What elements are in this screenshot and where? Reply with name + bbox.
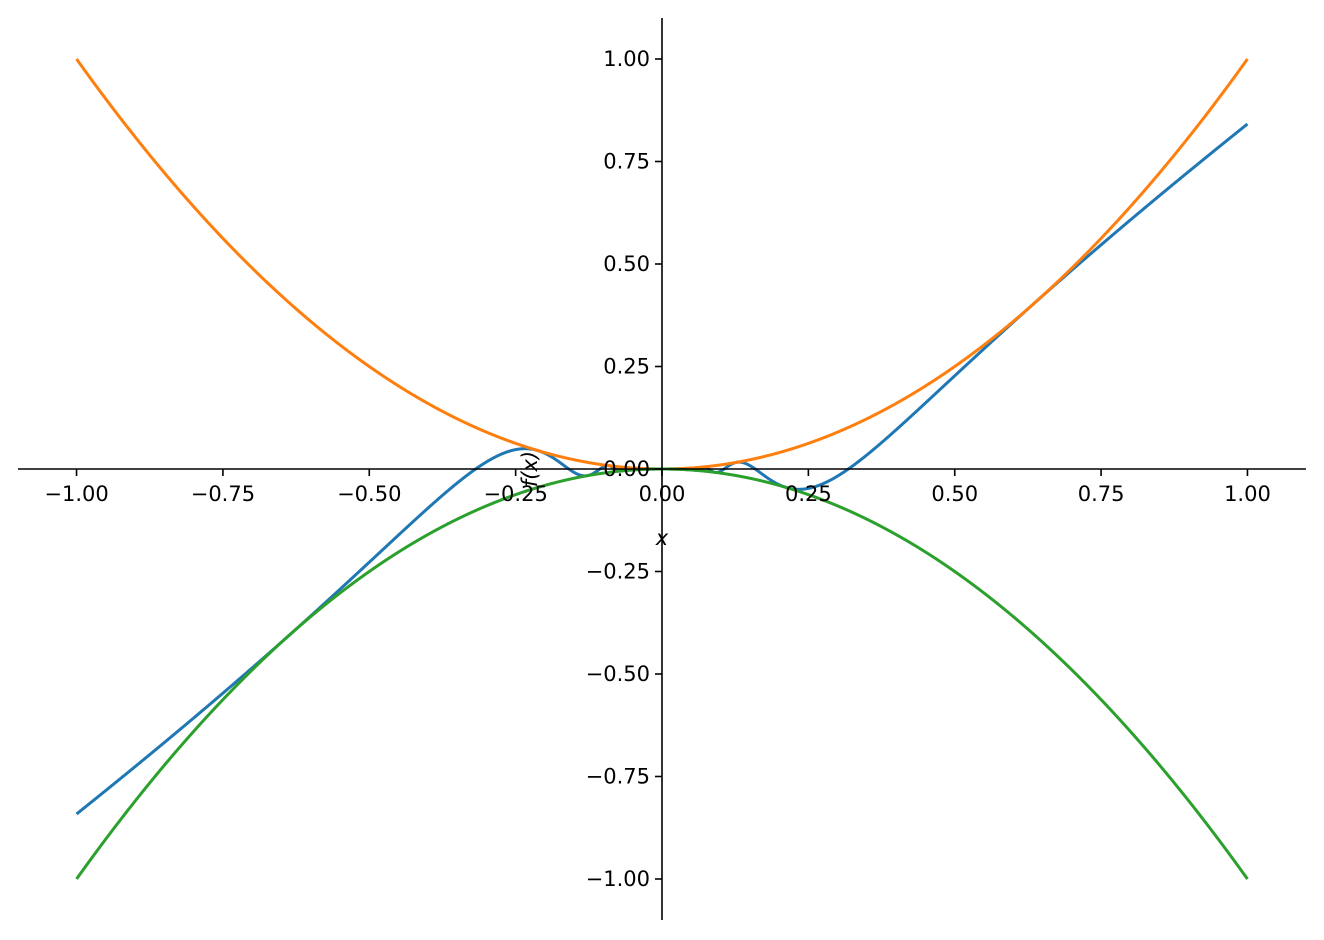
y-tick-label: −0.50 [586, 662, 650, 686]
y-tick-label: 0.25 [603, 355, 650, 379]
x-tick-label: 0.50 [931, 482, 978, 506]
x-tick-label: 0.75 [1078, 482, 1125, 506]
y-tick-label: 0.75 [603, 150, 650, 174]
y-tick-label: −1.00 [586, 867, 650, 891]
y-tick-label: −0.75 [586, 765, 650, 789]
x-tick-label: −0.25 [483, 482, 547, 506]
y-tick-label: 0.00 [603, 457, 650, 481]
x-tick-label: 0.25 [785, 482, 832, 506]
x-axis-label: x [655, 526, 669, 550]
y-axis-label: f(x) [518, 451, 542, 487]
x-axis-ticks: −1.00 −0.75 −0.50 −0.25 0.00 0.25 0.50 0.75 1.00 [44, 469, 1271, 506]
x-tick-label: 0.00 [639, 482, 686, 506]
x-tick-label: −1.00 [44, 482, 108, 506]
y-tick-label: 1.00 [603, 47, 650, 71]
y-axis-ticks: −1.00 −0.75 −0.50 −0.25 0.00 0.25 0.50 0.75 1.00 [586, 47, 662, 891]
x-tick-label: −0.50 [337, 482, 401, 506]
y-tick-label: −0.25 [586, 560, 650, 584]
x-tick-label: −0.75 [191, 482, 255, 506]
y-tick-label: 0.50 [603, 252, 650, 276]
x-tick-label: 1.00 [1224, 482, 1271, 506]
